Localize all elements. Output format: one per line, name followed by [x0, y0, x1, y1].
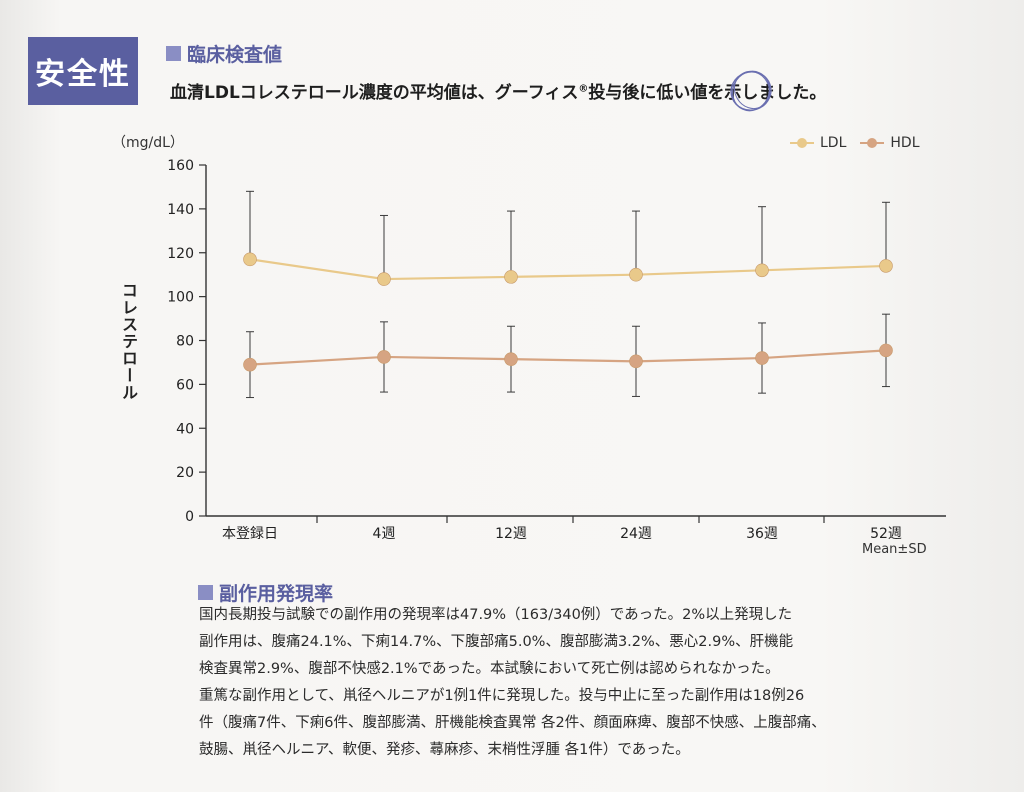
x-tick-label: 12週 — [495, 526, 527, 542]
hdl-data-point — [243, 357, 257, 372]
legend-dot-ldl — [797, 138, 807, 148]
x-tick-label: 36週 — [746, 526, 778, 542]
section-badge: 安全性 — [28, 37, 138, 105]
y-axis-unit: （mg/dL） — [112, 135, 184, 151]
body-line: 鼓腸、鼡径ヘルニア、軟便、発疹、蕁麻疹、末梢性浮腫 各1件）であった。 — [199, 742, 690, 758]
y-tick-label: 20 — [176, 465, 194, 481]
body-line: 重篤な副作用として、鼡径ヘルニアが1例1件に発現した。投与中止に至った副作用は1… — [199, 688, 805, 704]
y-tick-label: 0 — [185, 509, 194, 525]
y-tick-label: 40 — [176, 421, 194, 437]
chart-legend: LDL HDL — [790, 135, 934, 151]
hand-drawn-circle-icon — [730, 70, 772, 112]
subtitle-after: 投与後に低い値を示しました。 — [588, 83, 827, 103]
x-tick-label: 本登録日 — [222, 526, 278, 542]
y-tick-label: 80 — [176, 334, 194, 350]
ldl-data-point — [755, 263, 769, 278]
y-tick-label: 60 — [176, 377, 194, 393]
y-tick-label: 160 — [167, 158, 194, 174]
heading-square-icon — [166, 46, 181, 61]
hdl-data-point — [504, 352, 518, 366]
x-tick-label: 4週 — [373, 526, 396, 542]
y-tick-label: 140 — [167, 202, 194, 218]
hdl-data-point — [879, 343, 893, 358]
mean-sd-note: Mean±SD — [862, 542, 927, 557]
y-axis-label: コレステロール — [119, 282, 138, 401]
y-tick-label: 100 — [167, 290, 194, 306]
lab-values-heading-text: 臨床検査値 — [187, 44, 283, 66]
hdl-data-point — [377, 350, 391, 364]
legend-label-ldl: LDL — [820, 135, 847, 151]
ldl-data-point — [504, 270, 518, 284]
ldl-data-point — [879, 259, 893, 273]
registered-mark: ® — [578, 83, 589, 95]
body-line: 件（腹痛7件、下痢6件、腹部膨満、肝機能検査異常 各2件、顔面麻痺、腹部不快感、… — [199, 715, 826, 731]
side-effect-heading: 副作用発現率 — [198, 579, 333, 606]
body-line: 検査異常2.9%、腹部不快感2.1%であった。本試験において死亡例は認められなか… — [199, 661, 780, 677]
subtitle-before: 血清LDLコレステロール濃度の平均値は、グーフィス — [170, 83, 579, 103]
chart-subtitle: 血清LDLコレステロール濃度の平均値は、グーフィス®投与後に低い値を示しました。 — [170, 78, 826, 103]
body-line: 国内長期投与試験での副作用の発現率は47.9%（163/340例）であった。2%… — [199, 607, 793, 623]
y-tick-label: 120 — [167, 246, 194, 262]
ldl-data-point — [377, 272, 391, 286]
side-effect-body: 国内長期投与試験での副作用の発現率は47.9%（163/340例）であった。2%… — [199, 602, 969, 764]
legend-swatch-ldl — [790, 137, 814, 149]
hdl-series-line — [249, 349, 887, 366]
x-tick-label: 52週 — [870, 526, 902, 542]
legend-item-ldl: LDL — [790, 135, 846, 151]
legend-item-hdl: HDL — [860, 135, 920, 151]
legend-dot-hdl — [867, 138, 878, 148]
lab-values-heading: 臨床検査値 — [166, 40, 282, 67]
x-tick-label: 24週 — [620, 526, 652, 542]
ldl-data-point — [629, 267, 643, 282]
side-effect-heading-text: 副作用発現率 — [219, 583, 334, 605]
body-line: 副作用は、腹痛24.1%、下痢14.7%、下腹部痛5.0%、腹部膨満3.2%、悪… — [199, 634, 794, 650]
legend-swatch-hdl — [860, 137, 885, 149]
heading-square-icon — [198, 585, 213, 600]
ldl-data-point — [243, 252, 257, 267]
hdl-data-point — [755, 351, 769, 365]
hdl-data-point — [629, 354, 643, 369]
ldl-series-line — [249, 258, 887, 281]
legend-label-hdl: HDL — [890, 135, 920, 151]
